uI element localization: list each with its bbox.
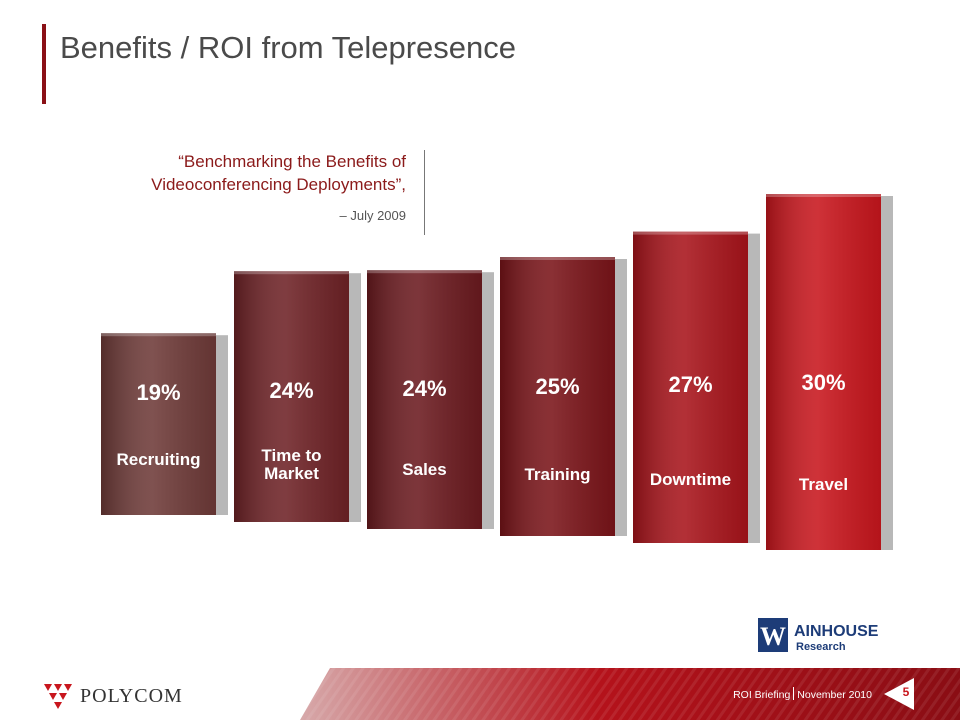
bar-shading	[500, 257, 615, 536]
page-number: 5	[903, 685, 910, 699]
bar-category-label: Market	[264, 464, 319, 483]
polycom-logo: POLYCOM	[44, 684, 183, 709]
wainhouse-name: AINHOUSE	[794, 623, 879, 640]
bar-downtime: 27% Downtime	[633, 231, 760, 543]
wainhouse-research-logo: W AINHOUSE Research	[758, 618, 879, 653]
bar-value-label: 30%	[801, 370, 845, 395]
page-title: Benefits / ROI from Telepresence	[60, 30, 517, 65]
bar-shading	[633, 231, 748, 543]
quote-date: – July 2009	[339, 208, 407, 223]
title-accent-rule	[42, 24, 46, 104]
footer-separator	[793, 687, 795, 700]
quote-line-1: “Benchmarking the Benefits of	[178, 152, 406, 171]
bar-side-face	[746, 233, 760, 543]
bar-shading	[367, 270, 482, 529]
bar-travel: 30% Travel	[766, 194, 893, 550]
bar-category-label: Time to	[261, 446, 321, 465]
polycom-wordmark: POLYCOM	[80, 685, 183, 707]
polycom-triangle-icon	[44, 684, 72, 709]
bar-side-face	[480, 272, 494, 529]
source-quote: “Benchmarking the Benefits of Videoconfe…	[60, 150, 406, 223]
bar-recruiting: 19% Recruiting	[101, 333, 228, 515]
bar-sales: 24% Sales	[367, 270, 494, 529]
bar-top-edge	[633, 231, 748, 235]
wainhouse-mark: W	[760, 622, 786, 651]
bar-top-edge	[500, 257, 615, 260]
bar-side-face	[613, 259, 627, 536]
bar-shading	[101, 333, 216, 515]
bar-value-label: 27%	[668, 372, 712, 397]
quote-line-2: Videoconferencing Deployments”,	[151, 175, 406, 194]
footer-right-text: November 2010	[797, 689, 872, 701]
bar-shading	[766, 194, 881, 550]
wainhouse-sub: Research	[796, 641, 846, 653]
bar-training: 25% Training	[500, 257, 627, 536]
bar-top-edge	[234, 271, 349, 275]
bar-category-label: Travel	[799, 475, 848, 494]
bar-value-label: 24%	[269, 378, 313, 403]
bar-category-label: Training	[524, 465, 590, 484]
bar-side-face	[214, 335, 228, 515]
bar-side-face	[879, 196, 893, 550]
bar-value-label: 25%	[535, 374, 579, 399]
bar-category-label: Recruiting	[116, 450, 200, 469]
bar-top-edge	[367, 270, 482, 274]
footer-left-text: ROI Briefing	[733, 689, 791, 701]
quote-divider	[424, 150, 425, 235]
bar-top-edge	[766, 194, 881, 197]
bar-side-face	[347, 273, 361, 522]
bar-category-label: Sales	[402, 460, 446, 479]
page-number-badge: 5	[884, 678, 914, 710]
bar-value-label: 24%	[402, 376, 446, 401]
bar-value-label: 19%	[136, 380, 180, 405]
footer-band	[300, 668, 960, 720]
footer-caption: ROI Briefing November 2010	[733, 687, 872, 701]
bar-top-edge	[101, 333, 216, 337]
bar-shading	[234, 271, 349, 522]
bar-category-label: Downtime	[650, 470, 731, 489]
